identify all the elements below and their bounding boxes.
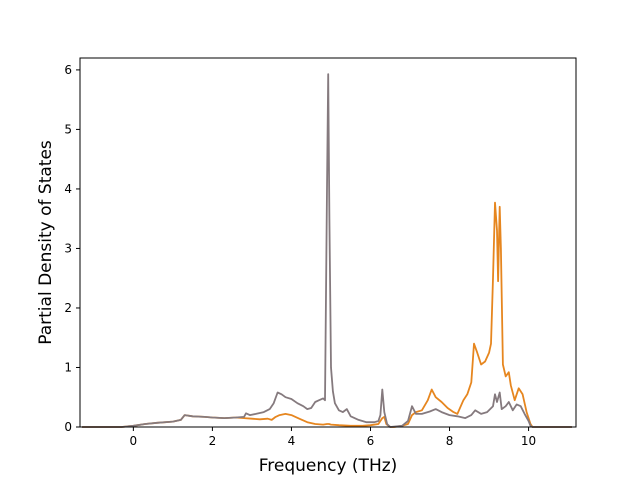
y-tick-label: 1: [64, 360, 72, 374]
x-tick-label: 0: [130, 434, 138, 448]
x-tick-label: 2: [209, 434, 217, 448]
y-tick-label: 6: [64, 63, 72, 77]
series-line-2: [82, 73, 572, 428]
y-tick-label: 4: [64, 182, 72, 196]
x-tick-label: 4: [288, 434, 296, 448]
x-axis-label: Frequency (THz): [259, 456, 398, 476]
x-tick-label: 8: [446, 434, 454, 448]
y-tick-label: 2: [64, 301, 72, 315]
plot-area-frame: [79, 57, 577, 428]
y-tick-label: 0: [64, 420, 72, 434]
ticks-layer: 0 2 4 6 8 10 0 1 2 3 4 5 6: [64, 63, 536, 448]
y-axis-label: Partial Density of States: [36, 140, 56, 345]
y-tick-label: 3: [64, 241, 72, 255]
y-tick-label: 5: [64, 122, 72, 136]
x-tick-label: 10: [521, 434, 536, 448]
x-tick-label: 6: [367, 434, 375, 448]
